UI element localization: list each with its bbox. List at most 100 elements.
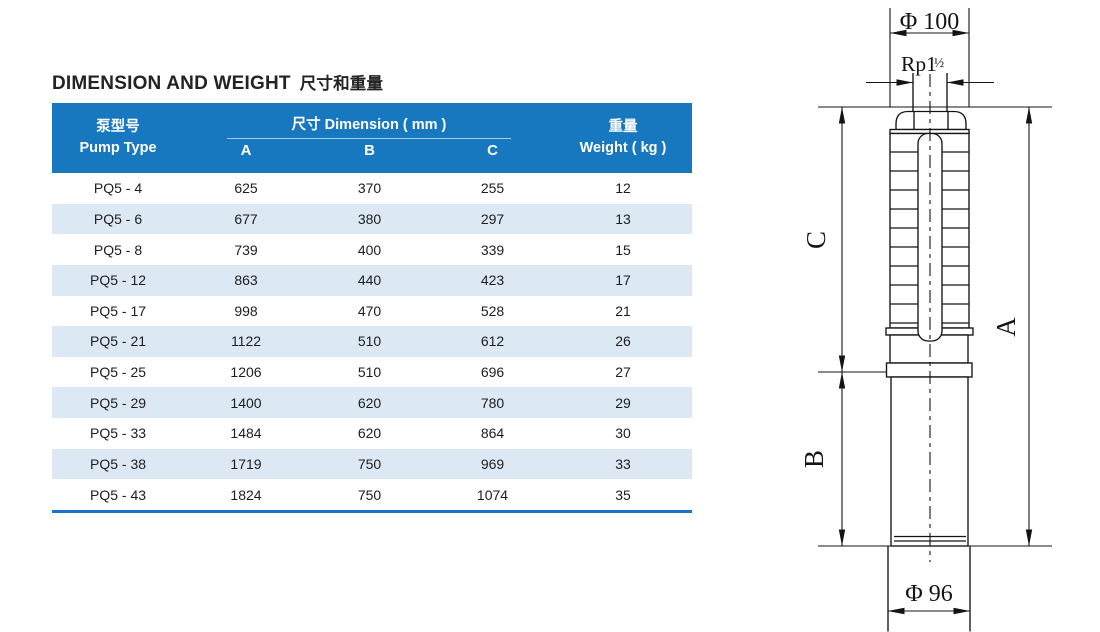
cell-weight: 33 bbox=[615, 455, 631, 472]
coupling-body bbox=[889, 334, 969, 364]
page-title: DIMENSION AND WEIGHT 尺寸和重量 bbox=[52, 70, 383, 95]
cell-dim-a: 1122 bbox=[230, 333, 262, 350]
table-row: PQ5 - 8 739 400 339 15 bbox=[52, 234, 692, 265]
stage-rib-lines bbox=[890, 151, 969, 324]
page-title-zh: 尺寸和重量 bbox=[299, 75, 384, 93]
cell-dim-c: 612 bbox=[480, 333, 505, 350]
cell-dim-b: 510 bbox=[357, 364, 382, 381]
cell-weight: 30 bbox=[615, 425, 631, 442]
table-body: PQ5 - 4 625 370 255 12 PQ5 - 6 677 380 2… bbox=[52, 173, 692, 513]
cell-weight: 21 bbox=[615, 302, 631, 319]
motor-body bbox=[890, 376, 969, 547]
cell-pump-type: PQ5 - 29 bbox=[89, 394, 147, 411]
cell-weight: 35 bbox=[615, 486, 631, 503]
dimension-lines bbox=[818, 8, 1052, 615]
cell-dim-b: 380 bbox=[357, 210, 382, 227]
cell-dim-b: 470 bbox=[357, 302, 382, 319]
motor-lower-section bbox=[887, 546, 971, 632]
pump-stage-body bbox=[889, 132, 970, 329]
cell-dim-c: 528 bbox=[480, 302, 505, 319]
drawing-labels: Φ 100 Rp1 ½ C B A Φ 96 bbox=[799, 9, 1021, 607]
header-pump-type: 泵型号 Pump Type bbox=[52, 103, 184, 173]
table-row: PQ5 - 43 1824 750 1074 35 bbox=[52, 479, 692, 510]
cell-dim-b: 510 bbox=[357, 333, 382, 350]
cell-dim-a: 1400 bbox=[230, 394, 262, 411]
cell-pump-type: PQ5 - 4 bbox=[93, 180, 143, 197]
cell-weight: 15 bbox=[615, 241, 631, 258]
cell-pump-type: PQ5 - 33 bbox=[89, 425, 147, 442]
label-bottom-diameter: Φ 96 bbox=[905, 581, 953, 607]
page-title-en: DIMENSION AND WEIGHT bbox=[52, 73, 291, 94]
table-row: PQ5 - 33 1484 620 864 30 bbox=[52, 418, 692, 449]
header-dimension-label: 尺寸 Dimension ( mm ) bbox=[291, 116, 447, 133]
header-pump-type-zh: 泵型号 bbox=[96, 119, 140, 135]
cell-dim-c: 423 bbox=[480, 272, 505, 289]
cell-weight: 29 bbox=[615, 394, 631, 411]
table-row: PQ5 - 12 863 440 423 17 bbox=[52, 264, 692, 296]
cell-pump-type: PQ5 - 21 bbox=[89, 333, 147, 350]
motor-top-flange bbox=[885, 362, 973, 378]
header-weight-en: Weight ( kg ) bbox=[579, 140, 667, 156]
cell-dim-a: 625 bbox=[234, 180, 258, 197]
cell-dim-a: 739 bbox=[234, 241, 258, 258]
cell-weight: 13 bbox=[615, 210, 631, 227]
top-cap bbox=[889, 128, 970, 135]
cell-dim-b: 440 bbox=[357, 272, 382, 289]
cell-dim-b: 750 bbox=[357, 486, 382, 503]
header-weight-zh: 重量 bbox=[608, 119, 638, 135]
cell-dim-c: 255 bbox=[480, 180, 505, 197]
cell-dim-b: 370 bbox=[357, 180, 382, 197]
cell-dim-c: 1074 bbox=[476, 486, 509, 503]
cell-pump-type: PQ5 - 25 bbox=[89, 364, 147, 381]
header-dimension-group: 尺寸 Dimension ( mm ) A B C bbox=[184, 103, 554, 173]
cell-dim-b: 620 bbox=[357, 394, 382, 411]
cell-dim-c: 780 bbox=[480, 394, 505, 411]
header-dimension-subcolumns: A B C bbox=[184, 142, 554, 159]
label-thread-fraction: ½ bbox=[934, 55, 944, 70]
cell-pump-type: PQ5 - 8 bbox=[93, 241, 143, 258]
cell-dim-c: 339 bbox=[480, 241, 505, 258]
cable-guard-channel bbox=[917, 132, 943, 342]
header-dimension-separator bbox=[227, 137, 511, 139]
cell-weight: 12 bbox=[615, 180, 631, 197]
cell-pump-type: PQ5 - 43 bbox=[89, 486, 147, 503]
label-dim-b: B bbox=[799, 450, 829, 468]
cell-dim-c: 969 bbox=[480, 455, 505, 472]
header-col-a: A bbox=[240, 141, 252, 159]
label-top-diameter: Φ 100 bbox=[900, 9, 960, 35]
cell-dim-b: 400 bbox=[357, 241, 382, 258]
cell-dim-a: 1484 bbox=[230, 425, 262, 442]
cell-pump-type: PQ5 - 12 bbox=[89, 272, 147, 289]
table-row: PQ5 - 4 625 370 255 12 bbox=[52, 173, 692, 204]
label-thread-size: Rp1 bbox=[901, 52, 937, 76]
cell-dim-c: 696 bbox=[480, 364, 505, 381]
cell-pump-type: PQ5 - 17 bbox=[89, 302, 147, 319]
cell-pump-type: PQ5 - 38 bbox=[89, 455, 147, 472]
motor-bottom-rim bbox=[894, 535, 966, 542]
cell-weight: 17 bbox=[615, 272, 631, 289]
header-col-c: C bbox=[487, 141, 498, 159]
dimension-weight-table: 泵型号 Pump Type 尺寸 Dimension ( mm ) A B C … bbox=[52, 103, 692, 513]
header-weight: 重量 Weight ( kg ) bbox=[554, 103, 692, 173]
table-row: PQ5 - 17 998 470 528 21 bbox=[52, 296, 692, 327]
cell-dim-a: 998 bbox=[234, 302, 258, 319]
cell-dim-b: 750 bbox=[357, 455, 382, 472]
table-header: 泵型号 Pump Type 尺寸 Dimension ( mm ) A B C … bbox=[52, 103, 692, 173]
cell-dim-a: 677 bbox=[234, 210, 258, 227]
header-pump-type-en: Pump Type bbox=[79, 140, 157, 156]
coupling-flange bbox=[885, 327, 974, 336]
label-dim-c: C bbox=[801, 231, 831, 249]
cell-dim-a: 1719 bbox=[230, 455, 262, 472]
hex-nut-facets bbox=[913, 112, 949, 130]
table-row: PQ5 - 29 1400 620 780 29 bbox=[52, 387, 692, 418]
cell-dim-c: 297 bbox=[480, 210, 505, 227]
pump-outline bbox=[885, 73, 974, 632]
cell-dim-a: 1824 bbox=[230, 486, 262, 503]
cell-pump-type: PQ5 - 6 bbox=[93, 210, 143, 227]
cell-dim-b: 620 bbox=[357, 425, 382, 442]
table-row: PQ5 - 21 1122 510 612 26 bbox=[52, 326, 692, 357]
table-row: PQ5 - 6 677 380 297 13 bbox=[52, 203, 692, 235]
hex-nut bbox=[895, 110, 967, 131]
cell-dim-c: 864 bbox=[480, 425, 505, 442]
header-col-b: B bbox=[364, 141, 375, 159]
